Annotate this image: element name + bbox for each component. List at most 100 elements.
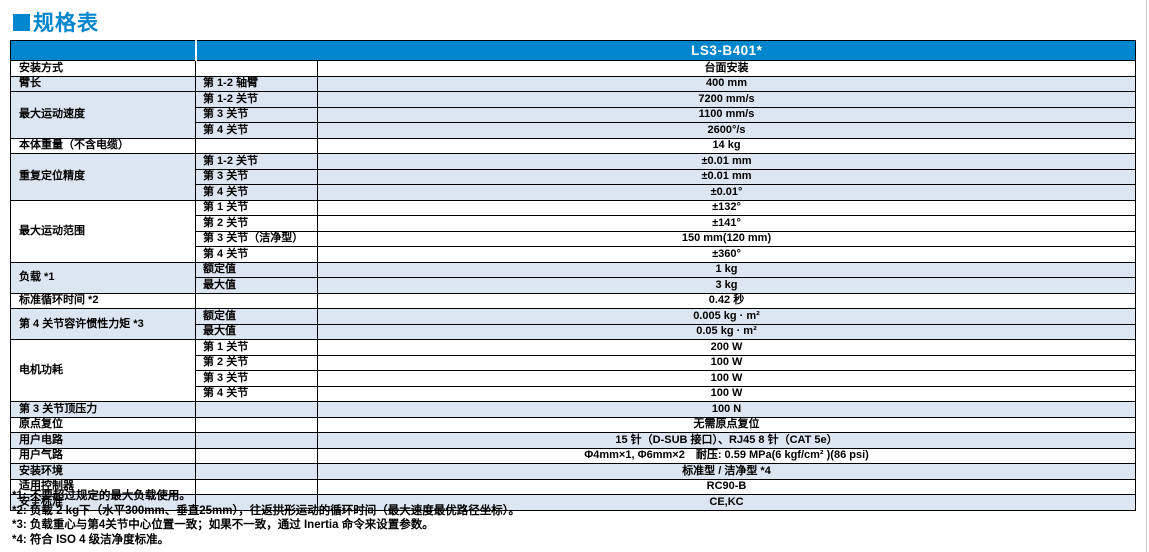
spec-group-cell: 用户气路 [10, 447, 196, 464]
spec-sub-cell [195, 292, 318, 309]
spec-header-model-cell: LS3-B401* [194, 40, 1137, 61]
spec-value-cell: 1100 mm/s [316, 106, 1137, 123]
spec-sub-cell: 第 4 关节 [195, 385, 318, 402]
table-row: 最大运动范围第 1 关节 ±132° [10, 199, 1137, 263]
spec-sub-cell [195, 463, 318, 480]
footnote-1: *1: 不要超过规定的最大负载使用。 [12, 490, 191, 502]
spec-sub-cell: 最大值 [195, 323, 318, 340]
spec-sub-cell: 第 1-2 关节 [195, 153, 318, 170]
table-row: 臂长第 1-2 轴臂 400 mm [10, 75, 1137, 92]
page-title: 规格表 [13, 7, 99, 37]
spec-value-cell: 无需原点复位 [316, 416, 1137, 433]
table-row: 第 3 关节 1100 mm/s [11, 106, 1137, 123]
spec-value-cell: ±0.01° [316, 184, 1137, 201]
spec-group-cell: 电机功耗 [10, 339, 196, 402]
spec-sub-cell [195, 447, 318, 464]
spec-sub-cell: 第 1-2 关节 [195, 91, 318, 108]
spec-group-cell: 最大运动速度 [10, 91, 196, 139]
spec-sub-cell: 第 3 关节（洁净型） [195, 230, 318, 247]
spec-sub-cell: 额定值 [195, 261, 318, 278]
spec-value-cell: 1 kg [316, 261, 1137, 278]
table-row: 用户电路 15 针（D-SUB 接口）、RJ45 8 针（CAT 5e） [10, 432, 1137, 449]
table-row: 原点复位 无需原点复位 [10, 416, 1137, 433]
footnote-3: *3: 负载重心与第4关节中心位置一致；如果不一致，通过 Inertia 命令来… [12, 519, 434, 531]
spec-group-cell: 本体重量（不含电缆） [10, 137, 196, 154]
spec-sub-cell [195, 416, 318, 433]
table-row: 标准循环时间 *2 0.42 秒 [10, 292, 1137, 309]
spec-value-cell: 15 针（D-SUB 接口）、RJ45 8 针（CAT 5e） [316, 432, 1137, 449]
spec-value-cell: 3 kg [316, 277, 1137, 294]
spec-header-empty-cell [10, 40, 197, 61]
spec-group-cell: 负载 *1 [10, 261, 196, 294]
spec-sub-cell: 第 4 关节 [195, 184, 318, 201]
spec-value-cell: ±141° [316, 215, 1137, 232]
table-row: 最大运动速度第 1-2 关节 7200 mm/s [10, 91, 1137, 139]
page-title-text: 规格表 [33, 12, 99, 35]
spec-value-cell: 100 N [316, 401, 1137, 418]
spec-sub-cell [195, 432, 318, 449]
spec-value-cell: 100 W [316, 370, 1137, 387]
table-row: 本体重量（不含电缆） 14 kg [10, 137, 1137, 154]
spec-sub-cell: 第 4 关节 [195, 246, 318, 263]
spec-sub-cell: 第 2 关节 [195, 354, 318, 371]
table-row: 用户气路 Φ4mm×1, Φ6mm×2 耐压: 0.59 MPa(6 kgf/cm… [10, 447, 1137, 464]
spec-value-cell: 0.42 秒 [316, 292, 1137, 309]
spec-sub-cell: 第 2 关节 [195, 215, 318, 232]
footnotes: *1: 不要超过规定的最大负载使用。 *2: 负载 2 kg下（水平300mm、… [12, 489, 520, 547]
spec-value-cell: 标准型 / 洁净型 *4 [316, 463, 1137, 480]
spec-group-cell: 第 4 关节容许惯性力矩 *3 [10, 308, 196, 340]
footnote-4: *4: 符合 ISO 4 级洁净度标准。 [12, 533, 170, 546]
spec-sub-cell [195, 137, 318, 154]
spec-sub-cell: 第 4 关节 [195, 122, 318, 139]
spec-group-cell: 第 3 关节顶压力 [10, 401, 196, 418]
table-row: 重复定位精度第 1-2 关节 ±0.01 mm [10, 153, 1137, 201]
spec-value-cell: CE,KC [316, 494, 1137, 511]
table-header-row: LS3-B401* [10, 40, 1137, 61]
spec-sub-cell [195, 401, 318, 418]
spec-sub-cell [195, 494, 318, 511]
spec-group-cell: 臂长 [10, 75, 196, 92]
spec-value-cell: 0.005 kg · m² [316, 308, 1137, 325]
table-row: 电机功耗第 1 关节 200 W [10, 339, 1137, 402]
spec-table: LS3-B401* 安装方式 台面安装 臂长第 1-2 轴臂 400 mm 最大运动速度… [10, 40, 1137, 511]
spec-group-cell: 原点复位 [10, 416, 196, 433]
spec-value-cell: ±132° [316, 199, 1137, 216]
spec-group-cell: 安全标准 [10, 494, 196, 511]
spec-sub-cell: 最大值 [195, 277, 318, 294]
spec-sub-cell: 第 3 关节 [195, 106, 318, 123]
spec-value-cell: ±360° [316, 246, 1137, 263]
spec-value-cell: ±0.01 mm [316, 153, 1137, 170]
spec-value-cell: 台面安装 [316, 60, 1137, 77]
spec-value-cell: ±0.01 mm [316, 168, 1137, 185]
spec-value-cell: 100 W [316, 354, 1137, 371]
spec-sub-cell: 第 1-2 轴臂 [195, 75, 318, 92]
spec-sub-cell [195, 60, 318, 77]
spec-value-cell: 150 mm(120 mm) [316, 230, 1137, 247]
table-row: 安全标准 CE,KC [10, 494, 1137, 511]
footnote-2: *2: 负载 2 kg下（水平300mm、垂直25mm），往返拱形运动的循环时间… [12, 504, 520, 517]
spec-value-cell: 2600°/s [316, 122, 1137, 139]
spec-sub-cell: 额定值 [195, 308, 318, 325]
table-row: 第 3 关节 ±0.01 mm [11, 168, 1137, 185]
spec-group-cell: 安装方式 [10, 60, 196, 77]
spec-group-cell: 安装环境 [10, 463, 196, 480]
spec-group-cell: 最大运动范围 [10, 199, 196, 263]
table-row: 安装方式 台面安装 [10, 60, 1137, 77]
table-row: 最大值 0.05 kg · m² [11, 323, 1137, 340]
title-square-icon [13, 13, 30, 31]
spec-sub-cell: 第 3 关节 [195, 168, 318, 185]
spec-value-cell: Φ4mm×1, Φ6mm×2 耐压: 0.59 MPa(6 kgf/cm² )(… [316, 447, 1137, 464]
table-row: 第 4 关节容许惯性力矩 *3 额定值 0.005 kg · m² [10, 308, 1137, 340]
page-edge-divider [1146, 0, 1147, 552]
spec-value-cell: 0.05 kg · m² [316, 323, 1137, 340]
spec-sub-cell: 第 3 关节 [195, 370, 318, 387]
spec-value-cell: 400 mm [316, 75, 1137, 92]
spec-value-cell: 100 W [316, 385, 1137, 402]
spec-group-cell: 标准循环时间 *2 [10, 292, 196, 309]
spec-group-cell: 重复定位精度 [10, 153, 196, 201]
spec-value-cell: 7200 mm/s [316, 91, 1137, 108]
table-row: 安装环境 标准型 / 洁净型 *4 [10, 463, 1137, 480]
table-row: 第 3 关节顶压力 100 N [10, 401, 1137, 418]
spec-group-cell: 用户电路 [10, 432, 196, 449]
spec-value-cell: 14 kg [316, 137, 1137, 154]
